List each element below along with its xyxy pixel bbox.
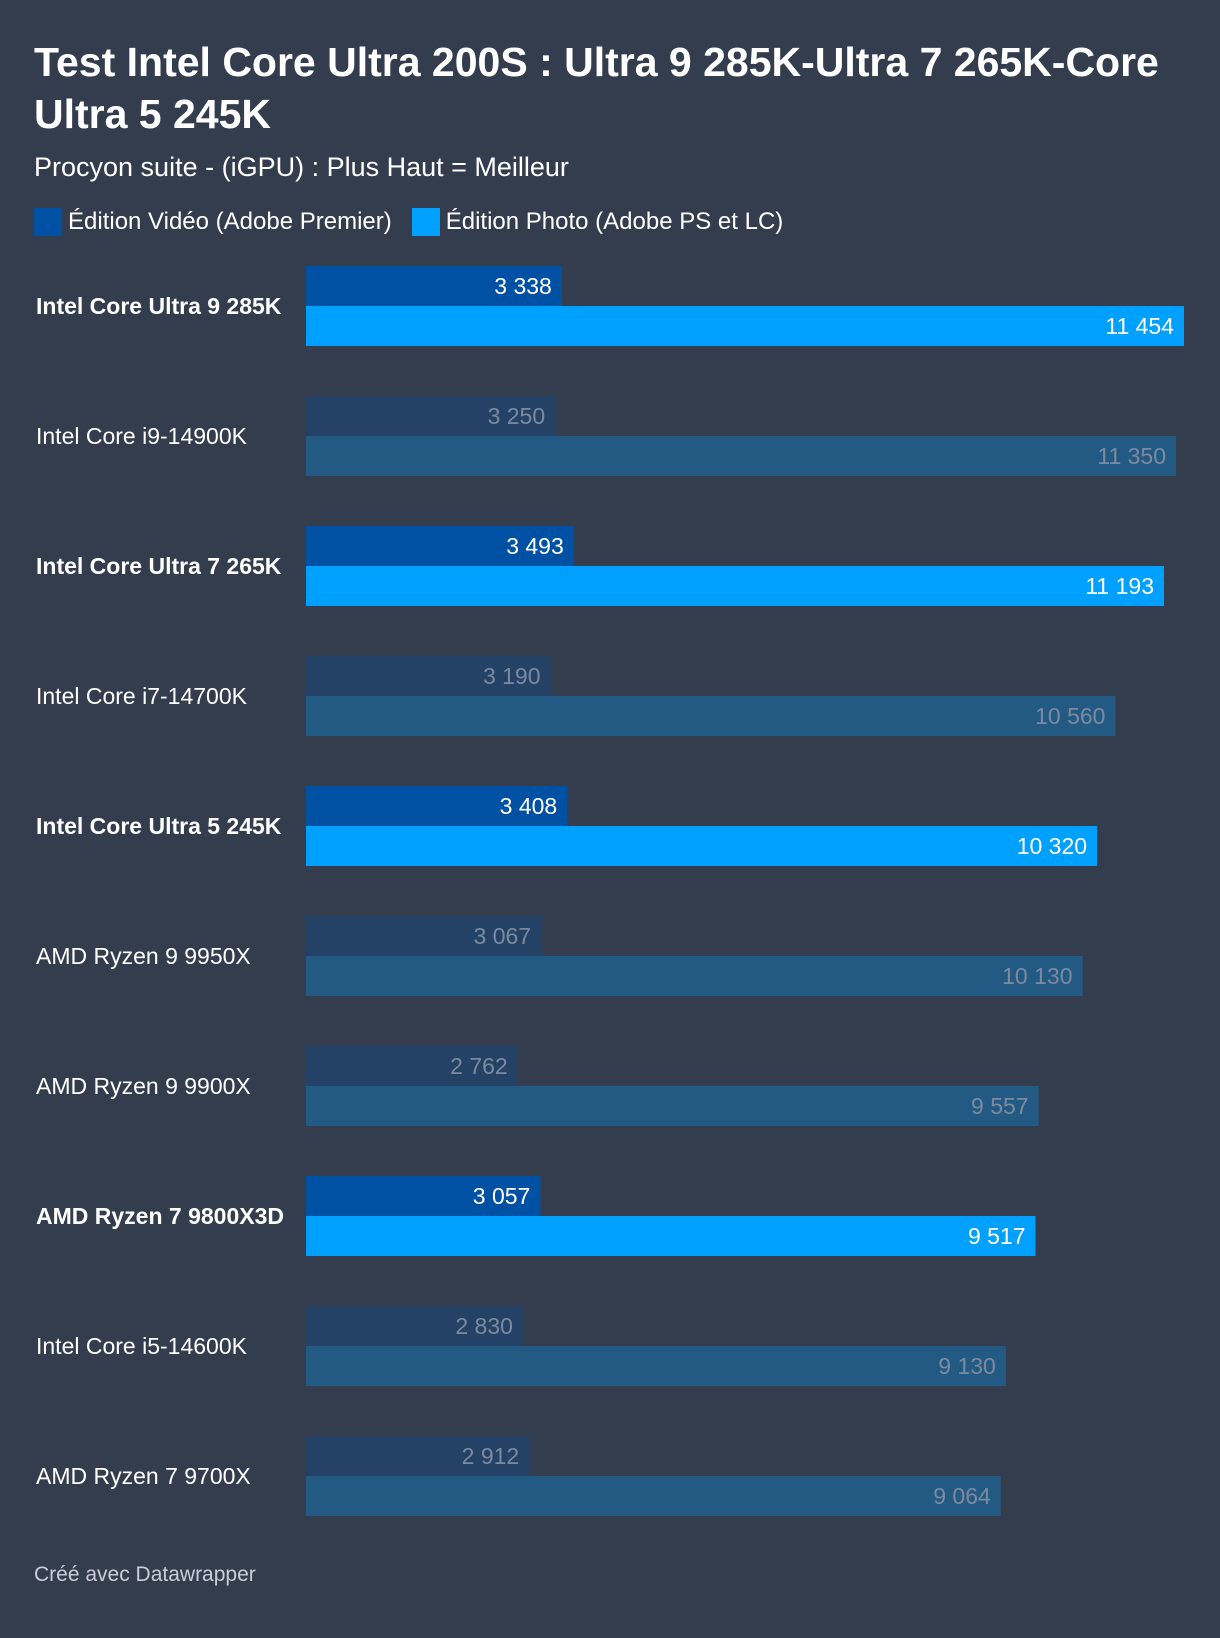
bar-photo-amd-ryzen-9-9900x [306, 1086, 1039, 1126]
category-label-amd-ryzen-7-9800x3d: AMD Ryzen 7 9800X3D [36, 1203, 284, 1229]
bar-photo-intel-core-ultra-9-285k [306, 306, 1184, 346]
bar-photo-amd-ryzen-9-9950x [306, 956, 1083, 996]
bar-video-intel-core-ultra-5-245k [306, 786, 568, 826]
chart-title: Test Intel Core Ultra 200S : Ultra 9 285… [34, 39, 1159, 137]
chart-subtitle: Procyon suite - (iGPU) : Plus Haut = Mei… [34, 152, 569, 182]
legend-item-video: Édition Vidéo (Adobe Premier) [34, 208, 392, 236]
category-label-amd-ryzen-9-9900x: AMD Ryzen 9 9900X [36, 1073, 251, 1099]
value-label-video-intel-core-ultra-9-285k: 3 338 [494, 273, 552, 299]
value-label-video-amd-ryzen-9-9950x: 3 067 [474, 923, 532, 949]
value-label-photo-intel-core-i5-14600k: 9 130 [938, 1353, 996, 1379]
bar-video-intel-core-i9-14900k [306, 396, 556, 436]
value-label-photo-amd-ryzen-9-9900x: 9 557 [971, 1093, 1029, 1119]
value-label-video-intel-core-i5-14600k: 2 830 [455, 1313, 513, 1339]
value-label-photo-intel-core-ultra-9-285k: 11 454 [1105, 313, 1174, 339]
category-label-intel-core-ultra-5-245k: Intel Core Ultra 5 245K [36, 813, 282, 839]
value-label-video-amd-ryzen-7-9800x3d: 3 057 [473, 1183, 531, 1209]
value-label-video-amd-ryzen-9-9900x: 2 762 [450, 1053, 508, 1079]
category-label-intel-core-i9-14900k: Intel Core i9-14900K [36, 423, 248, 449]
value-label-photo-amd-ryzen-7-9800x3d: 9 517 [968, 1223, 1026, 1249]
value-label-video-amd-ryzen-7-9700x: 2 912 [462, 1443, 520, 1469]
category-label-intel-core-ultra-7-265k: Intel Core Ultra 7 265K [36, 553, 282, 579]
bar-video-amd-ryzen-7-9700x [306, 1436, 530, 1476]
legend: Édition Vidéo (Adobe Premier) Édition Ph… [34, 208, 803, 236]
value-label-video-intel-core-ultra-7-265k: 3 493 [506, 533, 564, 559]
legend-item-photo: Édition Photo (Adobe PS et LC) [411, 208, 784, 236]
bar-video-intel-core-i5-14600k [306, 1306, 523, 1346]
legend-swatch-video [34, 208, 62, 236]
footer-credit: Créé avec Datawrapper [34, 1563, 256, 1586]
legend-swatch-photo [411, 208, 440, 236]
legend-label-photo: Édition Photo (Adobe PS et LC) [445, 208, 784, 235]
value-label-video-intel-core-i7-14700k: 3 190 [483, 663, 541, 689]
category-label-intel-core-i5-14600k: Intel Core i5-14600K [36, 1333, 248, 1359]
bar-video-intel-core-ultra-7-265k [306, 526, 574, 566]
bar-photo-intel-core-ultra-7-265k [306, 566, 1164, 606]
bar-photo-amd-ryzen-7-9700x [306, 1476, 1001, 1516]
value-label-photo-intel-core-i7-14700k: 10 560 [1035, 703, 1105, 729]
value-label-photo-intel-core-ultra-7-265k: 11 193 [1085, 573, 1154, 599]
value-label-photo-intel-core-ultra-5-245k: 10 320 [1017, 833, 1087, 859]
category-label-intel-core-ultra-9-285k: Intel Core Ultra 9 285K [36, 293, 282, 319]
bar-photo-amd-ryzen-7-9800x3d [306, 1216, 1036, 1256]
bar-video-amd-ryzen-9-9900x [306, 1046, 518, 1086]
bar-photo-intel-core-ultra-5-245k [306, 826, 1098, 866]
category-label-intel-core-i7-14700k: Intel Core i7-14700K [36, 683, 248, 709]
value-label-photo-intel-core-i9-14900k: 11 350 [1097, 443, 1166, 469]
value-label-video-intel-core-i9-14900k: 3 250 [488, 403, 546, 429]
bar-photo-intel-core-i7-14700k [306, 696, 1116, 736]
bar-video-amd-ryzen-9-9950x [306, 916, 542, 956]
category-label-amd-ryzen-7-9700x: AMD Ryzen 7 9700X [36, 1463, 251, 1489]
bar-photo-intel-core-i5-14600k [306, 1346, 1006, 1386]
bar-photo-intel-core-i9-14900k [306, 436, 1177, 476]
value-label-photo-amd-ryzen-9-9950x: 10 130 [1002, 963, 1072, 989]
bar-video-intel-core-i7-14700k [306, 656, 551, 696]
value-label-photo-amd-ryzen-7-9700x: 9 064 [933, 1483, 991, 1509]
legend-label-video: Édition Vidéo (Adobe Premier) [68, 208, 392, 235]
bar-video-amd-ryzen-7-9800x3d [306, 1176, 541, 1216]
value-label-video-intel-core-ultra-5-245k: 3 408 [500, 793, 558, 819]
category-label-amd-ryzen-9-9950x: AMD Ryzen 9 9950X [36, 943, 251, 969]
bar-video-intel-core-ultra-9-285k [306, 266, 562, 306]
